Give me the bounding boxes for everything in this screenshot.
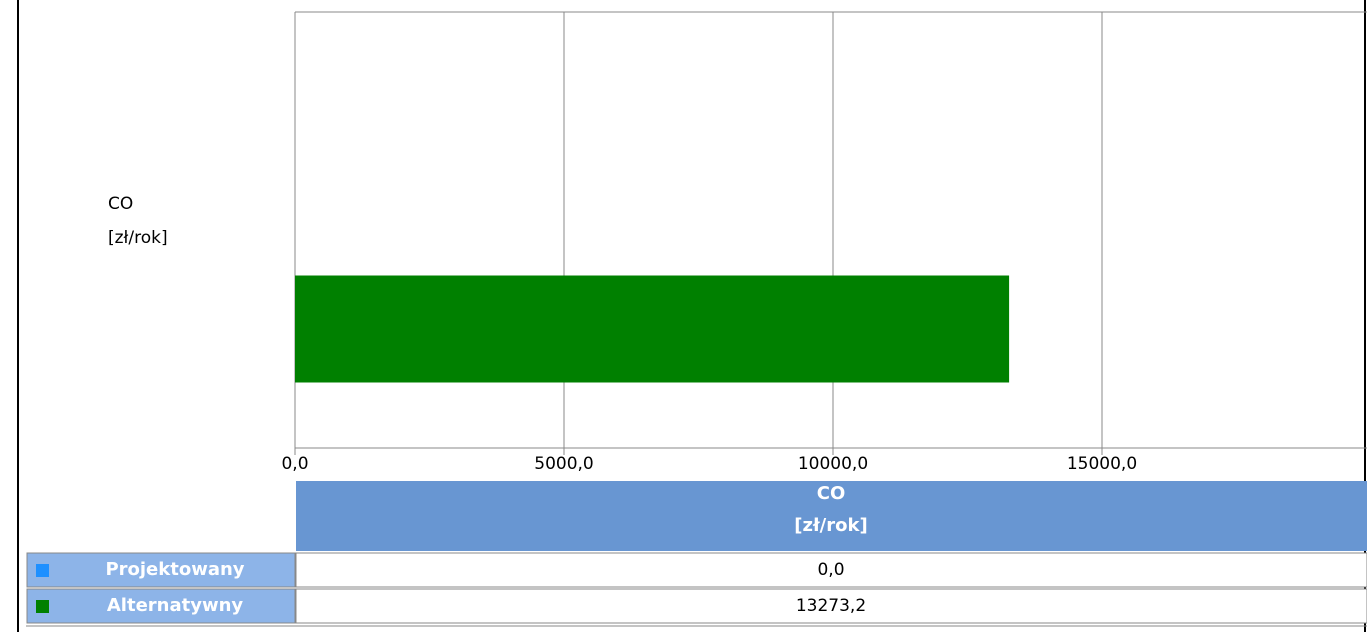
- bar: [295, 275, 1010, 383]
- y-tick-label: CO [zł/rok]: [108, 194, 168, 248]
- legend-cell: [26, 588, 296, 624]
- table-header-label: CO [zł/rok]: [794, 483, 867, 536]
- x-tick-label: 0,0: [281, 454, 308, 474]
- legend-swatch: [36, 564, 49, 577]
- legend-cell: [26, 552, 296, 588]
- table-cell: [295, 588, 1367, 624]
- value-label: 13273,2: [796, 596, 866, 616]
- x-tick-label: 5000,0: [534, 454, 593, 474]
- x-tick-label: 15000,0: [1067, 454, 1137, 474]
- table-header: [296, 481, 1367, 551]
- value-label: 0,0: [817, 560, 844, 580]
- table-cell: [295, 552, 1367, 588]
- legend-swatch: [36, 600, 49, 613]
- legend-label: Alternatywny: [107, 595, 244, 616]
- legend-label: Projektowany: [105, 559, 244, 580]
- x-tick-label: 10000,0: [798, 454, 868, 474]
